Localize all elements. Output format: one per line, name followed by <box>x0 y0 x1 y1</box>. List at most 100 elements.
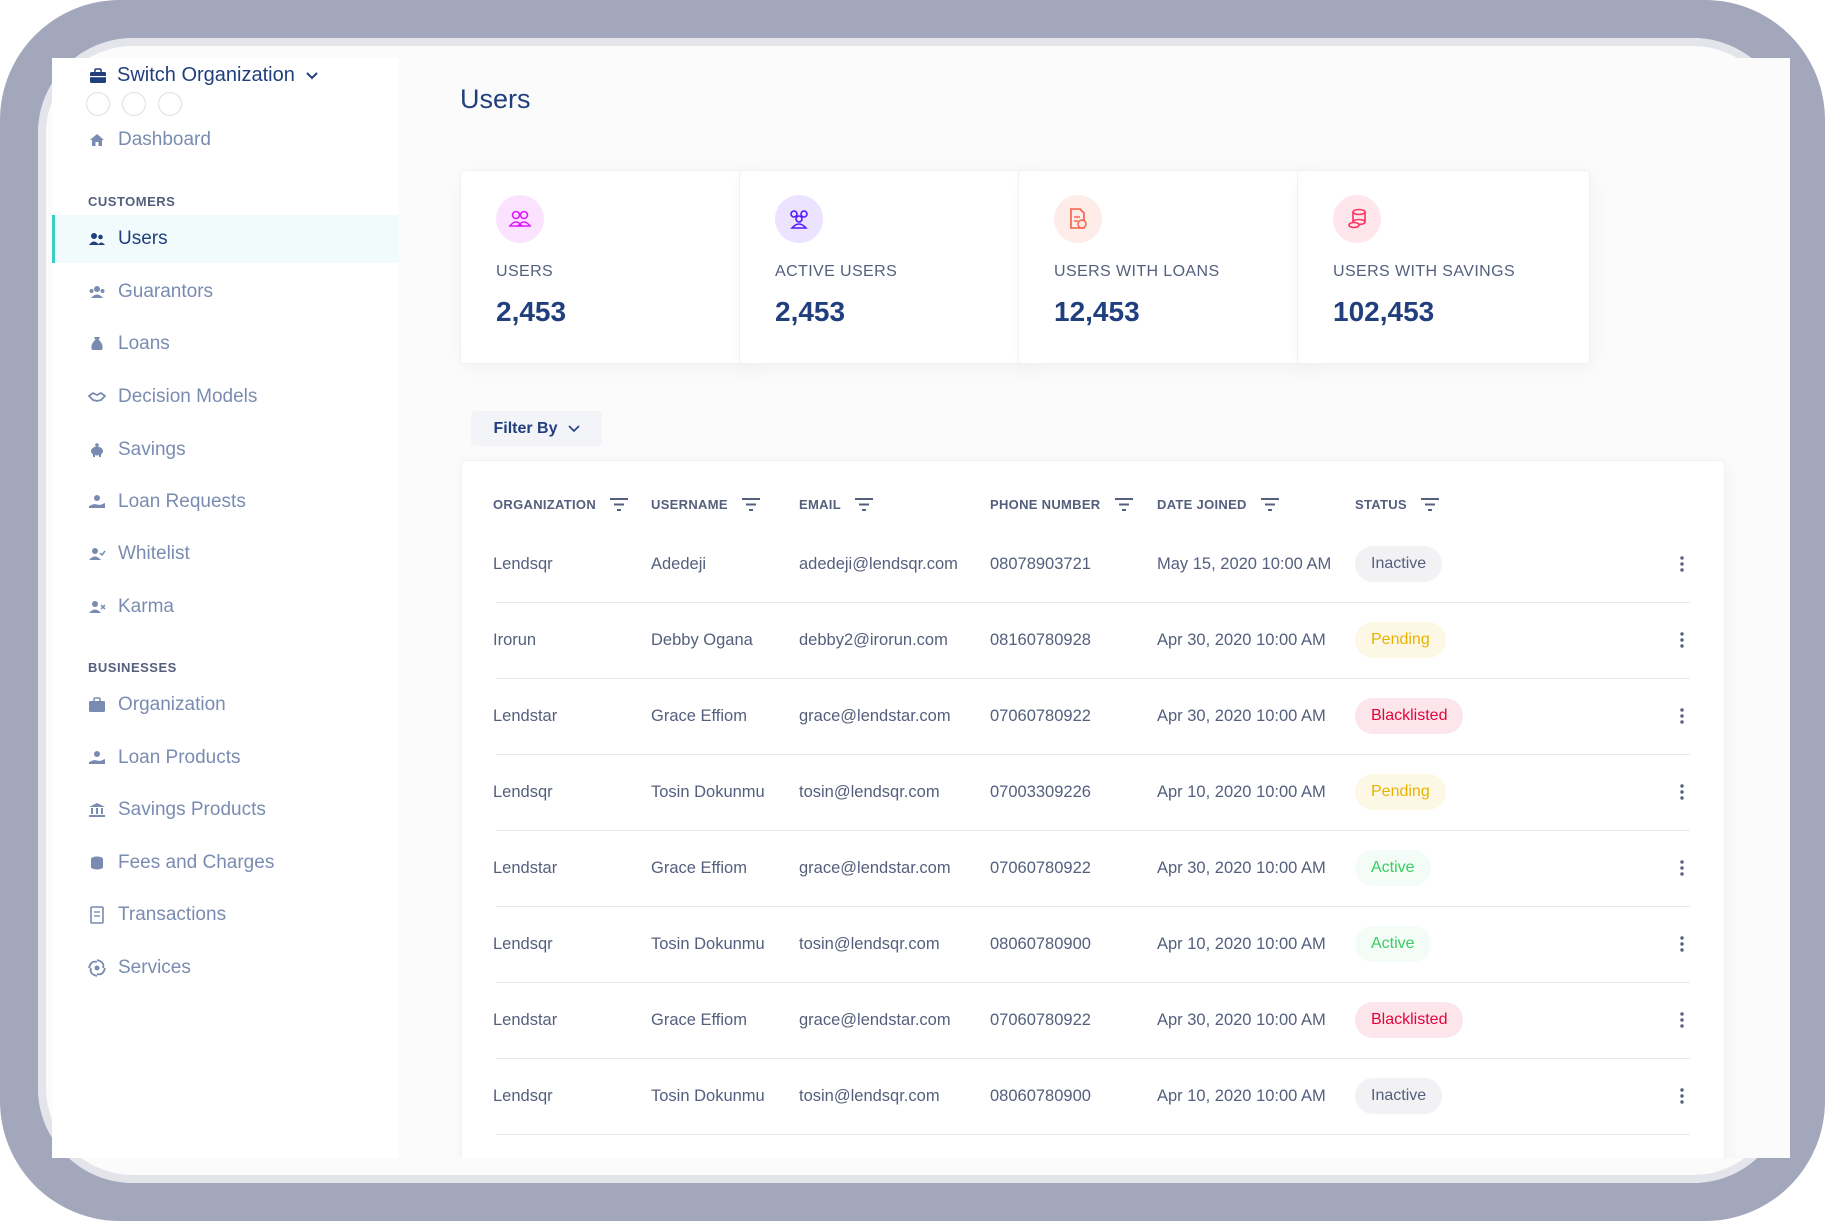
cell-org: Lendsqr <box>493 554 553 573</box>
cell-phone: 08160780928 <box>990 630 1091 649</box>
sidebar-item-loan-requests[interactable]: Loan Requests <box>52 478 399 526</box>
sidebar-item-users[interactable]: Users <box>52 215 399 263</box>
more-options-icon[interactable] <box>1680 526 1684 602</box>
filter-icon[interactable] <box>741 498 760 511</box>
sidebar-item-loans[interactable]: Loans <box>52 320 399 368</box>
switch-organization-dropdown[interactable]: Switch Organization <box>89 64 319 87</box>
sidebar-item-whitelist[interactable]: Whitelist <box>52 530 399 578</box>
dot <box>158 92 182 116</box>
sidebar-item-label: Dashboard <box>118 129 211 150</box>
sidebar-item-label: Savings <box>118 439 186 460</box>
filter-by-label: Filter By <box>493 419 558 437</box>
active-users-icon <box>775 195 823 243</box>
cell-org: Lendstar <box>493 858 558 877</box>
loan-document-icon <box>1054 195 1102 243</box>
cell-date: Apr 10, 2020 10:00 AM <box>1157 1086 1326 1105</box>
table-row[interactable]: Lendstar Grace Effiom grace@lendstar.com 07… <box>493 982 1690 1059</box>
stat-card-users: USERS 2,453 <box>460 170 753 364</box>
sidebar-item-savings[interactable]: Savings <box>52 426 399 474</box>
more-options-icon[interactable] <box>1680 754 1684 830</box>
column-header-label: ORGANIZATION <box>493 497 597 512</box>
more-options-icon[interactable] <box>1680 830 1684 906</box>
more-options-icon[interactable] <box>1680 982 1684 1058</box>
cell-org: Lendsqr <box>493 782 553 801</box>
filter-by-button[interactable]: Filter By <box>471 411 602 446</box>
column-header-phone-number: PHONE NUMBER <box>990 497 1133 512</box>
sidebar-item-karma[interactable]: Karma <box>52 583 399 631</box>
app-screen: Switch Organization Dashboard CUSTOMERS … <box>52 58 1790 1158</box>
cell-date: Apr 30, 2020 10:00 AM <box>1157 1010 1326 1029</box>
users-icon <box>496 195 544 243</box>
page-title: Users <box>460 84 531 114</box>
cell-email: grace@lendstar.com <box>799 1010 951 1029</box>
cell-status: Blacklisted <box>1355 678 1464 754</box>
cell-date: Apr 10, 2020 10:00 AM <box>1157 934 1326 953</box>
cell-user: Tosin Dokunmu <box>651 782 765 801</box>
sidebar-item-transactions[interactable]: Transactions <box>52 891 399 939</box>
column-header-email: EMAIL <box>799 497 873 512</box>
cell-user: Adedeji <box>651 554 707 573</box>
more-options-icon[interactable] <box>1680 602 1684 678</box>
sidebar-item-label: Organization <box>118 694 226 715</box>
status-badge: Inactive <box>1355 1078 1443 1114</box>
filter-icon[interactable] <box>1260 498 1279 511</box>
cell-status: Pending <box>1355 754 1446 830</box>
status-badge: Pending <box>1355 774 1446 810</box>
table-row[interactable]: Irorun Debby Ogana debby2@irorun.com 081607… <box>493 602 1690 679</box>
cell-phone: 08078903721 <box>990 554 1091 573</box>
column-header-username: USERNAME <box>651 497 760 512</box>
cell-email: grace@lendstar.com <box>799 858 951 877</box>
table-row[interactable]: Lendsqr Adedeji adedeji@lendsqr.com 0807890… <box>493 526 1690 603</box>
stat-label: ACTIVE USERS <box>775 263 898 280</box>
stat-value: 12,453 <box>1054 296 1140 327</box>
bank-icon <box>89 803 105 817</box>
status-badge: Active <box>1355 850 1431 886</box>
cell-phone: 08060780900 <box>990 1086 1091 1105</box>
money-sack-icon <box>91 337 103 350</box>
status-badge: Active <box>1355 926 1431 962</box>
more-options-icon[interactable] <box>1680 906 1684 982</box>
sidebar-item-decision-models[interactable]: Decision Models <box>52 373 399 421</box>
filter-icon[interactable] <box>610 498 629 511</box>
cell-user: Debby Ogana <box>651 630 753 649</box>
cell-org: Lendsqr <box>493 1086 553 1105</box>
more-options-icon[interactable] <box>1680 678 1684 754</box>
table-row[interactable]: Lendstar Grace Effiom grace@lendstar.com 07… <box>493 678 1690 755</box>
sidebar-item-guarantors[interactable]: Guarantors <box>52 268 399 316</box>
cell-org: Lendstar <box>493 706 558 725</box>
table-row[interactable]: Lendsqr Tosin Dokunmu tosin@lendsqr.com 070… <box>493 754 1690 831</box>
sidebar-item-label: Loan Products <box>118 747 241 768</box>
sidebar-item-savings-products[interactable]: Savings Products <box>52 786 399 834</box>
piggy-bank-icon <box>91 443 103 457</box>
sidebar-item-organization[interactable]: Organization <box>52 681 399 729</box>
users-table: ORGANIZATION USERNAME EMAIL PHONE NUMBER… <box>461 460 1725 1158</box>
cell-status: Blacklisted <box>1355 982 1464 1058</box>
more-options-icon[interactable] <box>1680 1058 1684 1134</box>
sidebar-item-fees-and-charges[interactable]: Fees and Charges <box>52 839 399 887</box>
section-label-businesses: BUSINESSES <box>88 660 177 675</box>
cell-phone: 07003309226 <box>990 782 1091 801</box>
table-row[interactable]: Lendsqr Tosin Dokunmu tosin@lendsqr.com 080… <box>493 1058 1690 1135</box>
table-row[interactable]: Lendstar Grace Effiom grace@lendstar.com 07… <box>493 830 1690 907</box>
cell-phone: 07060780922 <box>990 858 1091 877</box>
chevron-down-icon <box>567 424 580 432</box>
column-header-status: STATUS <box>1355 497 1439 512</box>
home-icon <box>90 134 104 146</box>
filter-icon[interactable] <box>1420 498 1439 511</box>
stat-label: USERS WITH SAVINGS <box>1333 263 1516 280</box>
column-header-label: PHONE NUMBER <box>990 497 1101 512</box>
sidebar-item-loan-products[interactable]: Loan Products <box>52 734 399 782</box>
sidebar-item-dashboard[interactable]: Dashboard <box>52 116 399 164</box>
cell-user: Tosin Dokunmu <box>651 1086 765 1105</box>
sidebar-item-services[interactable]: Services <box>52 944 399 992</box>
cell-email: tosin@lendsqr.com <box>799 782 940 801</box>
stat-label: USERS <box>496 263 554 280</box>
sidebar-item-label: Whitelist <box>118 543 190 564</box>
filter-icon[interactable] <box>854 498 873 511</box>
cell-user: Grace Effiom <box>651 858 747 877</box>
stat-value: 2,453 <box>775 296 846 327</box>
table-row[interactable]: Lendsqr Tosin Dokunmu tosin@lendsqr.com 080… <box>493 906 1690 983</box>
dot <box>86 92 110 116</box>
handshake-icon <box>88 391 106 402</box>
filter-icon[interactable] <box>1114 498 1133 511</box>
